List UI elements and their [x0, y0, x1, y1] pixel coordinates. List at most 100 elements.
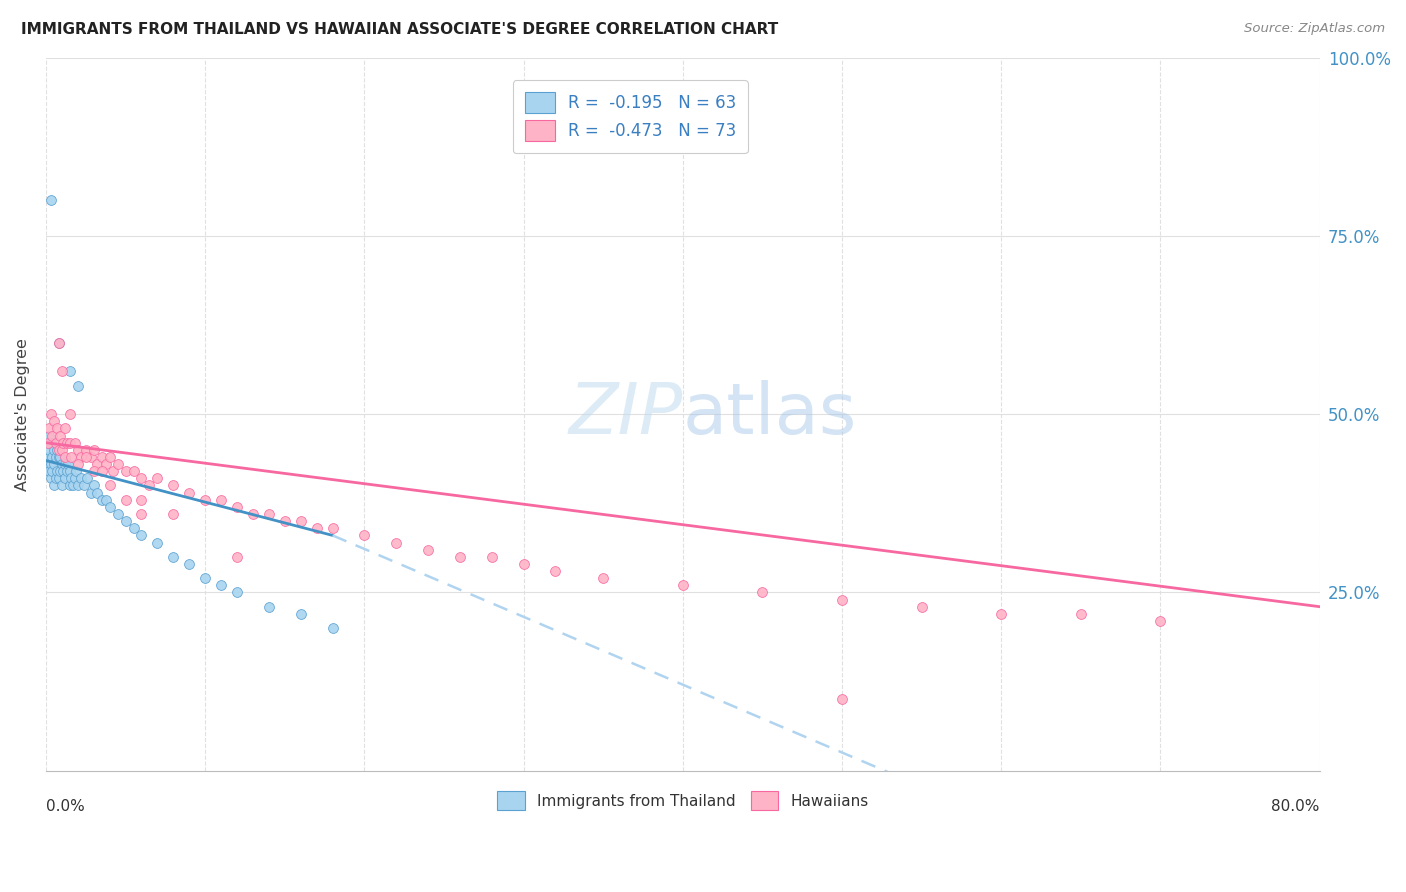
- Point: [385, 535, 408, 549]
- Point: [131, 528, 153, 542]
- Point: [322, 521, 344, 535]
- Point: [53, 421, 76, 435]
- Text: 0.0%: 0.0%: [46, 799, 84, 814]
- Point: [114, 514, 136, 528]
- Point: [59, 435, 82, 450]
- Point: [42, 457, 65, 471]
- Point: [70, 450, 93, 464]
- Point: [162, 478, 184, 492]
- Point: [194, 492, 217, 507]
- Point: [51, 478, 73, 492]
- Point: [53, 450, 76, 464]
- Point: [209, 492, 232, 507]
- Point: [257, 599, 280, 614]
- Point: [96, 457, 118, 471]
- Point: [66, 442, 89, 457]
- Point: [48, 442, 70, 457]
- Point: [46, 421, 69, 435]
- Point: [51, 364, 73, 378]
- Point: [62, 478, 84, 492]
- Point: [101, 464, 124, 478]
- Point: [37, 457, 59, 471]
- Point: [114, 492, 136, 507]
- Point: [63, 471, 86, 485]
- Point: [49, 464, 72, 478]
- Point: [107, 507, 129, 521]
- Point: [449, 549, 471, 564]
- Point: [37, 435, 59, 450]
- Point: [86, 485, 108, 500]
- Point: [65, 464, 87, 478]
- Point: [44, 435, 66, 450]
- Point: [51, 442, 73, 457]
- Point: [274, 514, 297, 528]
- Point: [131, 471, 153, 485]
- Point: [290, 607, 312, 621]
- Point: [39, 194, 62, 208]
- Point: [114, 464, 136, 478]
- Point: [53, 471, 76, 485]
- Point: [38, 421, 60, 435]
- Point: [59, 407, 82, 421]
- Point: [39, 407, 62, 421]
- Point: [544, 564, 567, 578]
- Point: [481, 549, 503, 564]
- Point: [53, 457, 76, 471]
- Point: [179, 557, 201, 571]
- Point: [322, 621, 344, 635]
- Point: [37, 450, 59, 464]
- Point: [1149, 614, 1171, 628]
- Point: [48, 471, 70, 485]
- Point: [49, 428, 72, 442]
- Point: [49, 450, 72, 464]
- Point: [55, 435, 77, 450]
- Point: [44, 450, 66, 464]
- Point: [911, 599, 934, 614]
- Point: [60, 450, 83, 464]
- Point: [66, 457, 89, 471]
- Point: [63, 435, 86, 450]
- Point: [83, 442, 105, 457]
- Legend: Immigrants from Thailand, Hawaiians: Immigrants from Thailand, Hawaiians: [491, 785, 875, 816]
- Point: [209, 578, 232, 592]
- Point: [38, 428, 60, 442]
- Point: [592, 571, 614, 585]
- Point: [79, 450, 101, 464]
- Point: [42, 442, 65, 457]
- Point: [79, 485, 101, 500]
- Point: [41, 450, 63, 464]
- Point: [257, 507, 280, 521]
- Point: [512, 557, 534, 571]
- Point: [90, 450, 112, 464]
- Point: [138, 478, 160, 492]
- Point: [51, 457, 73, 471]
- Point: [831, 592, 853, 607]
- Text: IMMIGRANTS FROM THAILAND VS HAWAIIAN ASSOCIATE'S DEGREE CORRELATION CHART: IMMIGRANTS FROM THAILAND VS HAWAIIAN ASS…: [21, 22, 779, 37]
- Point: [83, 464, 105, 478]
- Point: [83, 478, 105, 492]
- Point: [60, 471, 83, 485]
- Point: [52, 464, 75, 478]
- Point: [179, 485, 201, 500]
- Point: [98, 450, 121, 464]
- Point: [86, 457, 108, 471]
- Point: [990, 607, 1012, 621]
- Point: [42, 414, 65, 428]
- Point: [39, 471, 62, 485]
- Point: [146, 471, 169, 485]
- Point: [75, 442, 97, 457]
- Point: [146, 535, 169, 549]
- Point: [59, 478, 82, 492]
- Point: [90, 464, 112, 478]
- Point: [194, 571, 217, 585]
- Point: [226, 585, 249, 599]
- Point: [48, 450, 70, 464]
- Point: [37, 435, 59, 450]
- Point: [48, 335, 70, 350]
- Point: [41, 428, 63, 442]
- Point: [38, 464, 60, 478]
- Point: [831, 692, 853, 706]
- Point: [131, 492, 153, 507]
- Text: Source: ZipAtlas.com: Source: ZipAtlas.com: [1244, 22, 1385, 36]
- Point: [672, 578, 695, 592]
